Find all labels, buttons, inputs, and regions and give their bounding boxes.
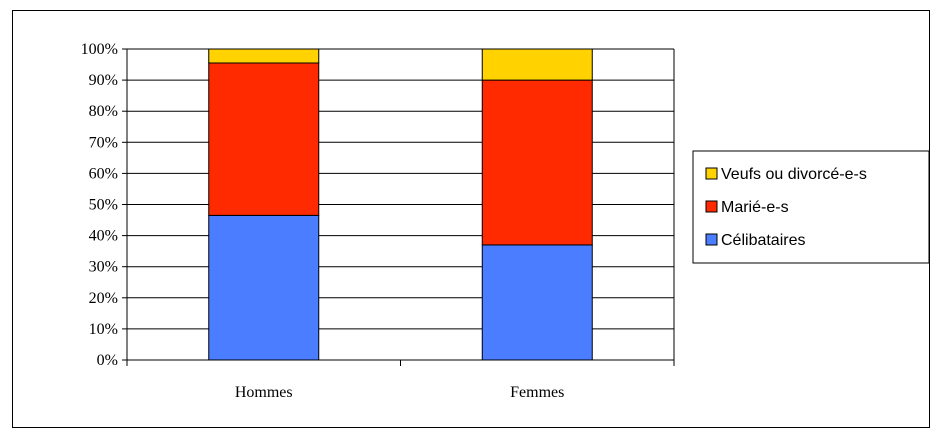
legend: Veufs ou divorcé-e-s Marié-e-s Célibataire… bbox=[692, 150, 930, 264]
bar-segment bbox=[208, 48, 320, 64]
axis-labels: 0% 10% 20% 30% 40% 50% 60% 70% 80% 90% 100% Hommes F… bbox=[81, 41, 565, 401]
bars bbox=[208, 48, 593, 361]
stacked-bar-chart: 0% 10% 20% 30% 40% 50% 60% 70% 80% 90% 100% Hommes F… bbox=[81, 41, 930, 401]
y-tick-label: 70% bbox=[89, 134, 118, 151]
y-tick-label: 0% bbox=[97, 352, 118, 369]
axes bbox=[122, 48, 675, 366]
bar-segment bbox=[208, 62, 320, 216]
y-tick-label: 100% bbox=[81, 41, 118, 58]
bar-segment bbox=[481, 244, 593, 361]
bar-segment bbox=[481, 48, 593, 81]
y-tick-label: 50% bbox=[89, 197, 118, 214]
legend-label: Marié-e-s bbox=[721, 199, 789, 216]
legend-label: Célibataires bbox=[721, 232, 805, 249]
y-tick-label: 30% bbox=[89, 259, 118, 276]
bar-segment bbox=[208, 214, 320, 361]
legend-swatch bbox=[705, 167, 718, 180]
legend-swatch bbox=[705, 233, 718, 246]
y-tick-label: 90% bbox=[89, 72, 118, 89]
y-tick-label: 20% bbox=[89, 290, 118, 307]
y-tick-label: 60% bbox=[89, 165, 118, 182]
chart-frame: 0% 10% 20% 30% 40% 50% 60% 70% 80% 90% 100% Hommes F… bbox=[12, 10, 930, 428]
legend-swatch bbox=[705, 200, 718, 213]
y-tick-label: 40% bbox=[89, 228, 118, 245]
legend-box bbox=[692, 150, 930, 264]
x-category-label: Hommes bbox=[235, 384, 293, 401]
y-tick-label: 80% bbox=[89, 103, 118, 120]
legend-label: Veufs ou divorcé-e-s bbox=[721, 166, 867, 183]
x-category-label: Femmes bbox=[510, 384, 564, 401]
y-tick-label: 10% bbox=[89, 321, 118, 338]
bar-segment bbox=[481, 79, 593, 246]
